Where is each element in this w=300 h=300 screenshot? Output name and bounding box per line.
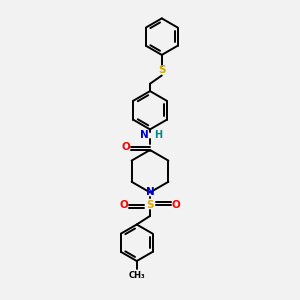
Text: N: N: [146, 188, 154, 197]
Text: N: N: [140, 130, 148, 140]
Text: O: O: [120, 200, 128, 210]
Text: S: S: [146, 200, 154, 210]
Text: S: S: [158, 65, 166, 76]
Text: O: O: [172, 200, 180, 210]
Text: H: H: [154, 130, 163, 140]
Text: O: O: [122, 142, 130, 152]
Text: CH₃: CH₃: [128, 271, 145, 280]
